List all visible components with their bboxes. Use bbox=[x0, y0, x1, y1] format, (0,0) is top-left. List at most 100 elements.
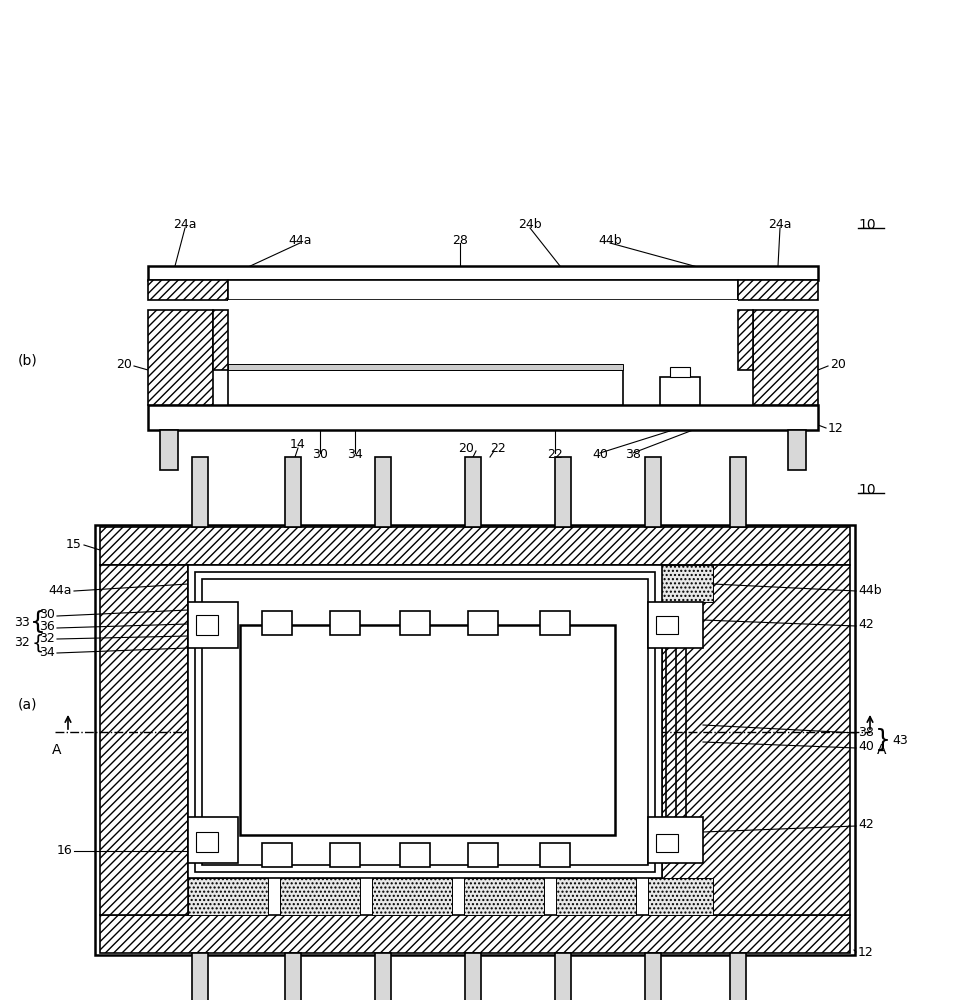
Text: 30: 30 bbox=[312, 448, 328, 462]
Bar bbox=[148, 266, 818, 280]
Bar bbox=[400, 611, 430, 635]
Bar bbox=[192, 457, 208, 527]
Bar bbox=[100, 915, 850, 953]
Bar bbox=[330, 843, 360, 867]
Bar bbox=[372, 565, 452, 602]
Bar bbox=[555, 953, 571, 1000]
Text: 30: 30 bbox=[39, 608, 55, 621]
Text: 40: 40 bbox=[858, 740, 874, 754]
Bar bbox=[556, 878, 636, 915]
Bar bbox=[648, 817, 703, 863]
Text: (b): (b) bbox=[18, 353, 38, 367]
Bar bbox=[648, 602, 703, 648]
Bar bbox=[660, 377, 700, 405]
Text: (a): (a) bbox=[18, 698, 37, 712]
Text: 32: 32 bbox=[15, 637, 30, 650]
Bar bbox=[148, 310, 213, 405]
Bar bbox=[285, 457, 301, 527]
Bar bbox=[656, 616, 678, 634]
Bar bbox=[738, 280, 818, 300]
Bar bbox=[100, 565, 188, 915]
Text: 22: 22 bbox=[490, 442, 506, 454]
Bar bbox=[738, 310, 753, 370]
Text: {: { bbox=[32, 634, 44, 652]
Text: }: } bbox=[875, 728, 891, 752]
Text: {: { bbox=[30, 610, 46, 634]
Text: 14: 14 bbox=[291, 438, 306, 452]
Bar bbox=[648, 878, 713, 915]
Bar bbox=[196, 832, 218, 852]
Text: 12: 12 bbox=[828, 422, 843, 434]
Bar bbox=[188, 602, 238, 648]
Bar bbox=[375, 457, 391, 527]
Bar bbox=[192, 953, 208, 1000]
Bar bbox=[645, 457, 661, 527]
Bar bbox=[788, 430, 806, 470]
Text: 38: 38 bbox=[625, 448, 641, 462]
Bar bbox=[196, 615, 218, 635]
Text: 34: 34 bbox=[347, 448, 363, 462]
Bar bbox=[540, 611, 570, 635]
Bar bbox=[645, 953, 661, 1000]
Bar bbox=[468, 843, 498, 867]
Bar bbox=[240, 625, 615, 835]
Text: 12: 12 bbox=[858, 946, 874, 958]
Bar bbox=[555, 457, 571, 527]
Bar bbox=[285, 953, 301, 1000]
Text: 15: 15 bbox=[66, 538, 82, 550]
Bar bbox=[188, 878, 268, 915]
Bar bbox=[95, 525, 855, 955]
Text: 32: 32 bbox=[39, 632, 55, 645]
Text: 44b: 44b bbox=[858, 584, 881, 596]
Text: 40: 40 bbox=[592, 448, 608, 462]
Bar bbox=[280, 565, 360, 602]
Text: 10: 10 bbox=[858, 218, 876, 232]
Text: 20: 20 bbox=[116, 359, 132, 371]
Bar bbox=[753, 310, 818, 405]
Text: 36: 36 bbox=[39, 620, 55, 634]
Bar bbox=[662, 565, 850, 915]
Bar bbox=[262, 843, 292, 867]
Bar bbox=[228, 364, 623, 370]
Bar bbox=[148, 405, 818, 430]
Bar bbox=[730, 953, 746, 1000]
Text: 24a: 24a bbox=[768, 219, 792, 232]
Bar bbox=[464, 565, 544, 602]
Bar bbox=[468, 611, 498, 635]
Text: 34: 34 bbox=[39, 646, 55, 658]
Bar bbox=[648, 565, 713, 602]
Text: 44b: 44b bbox=[599, 233, 622, 246]
Bar bbox=[228, 370, 623, 405]
Bar bbox=[730, 457, 746, 527]
Bar bbox=[670, 367, 690, 377]
Bar bbox=[195, 572, 655, 872]
Text: 20: 20 bbox=[830, 359, 846, 371]
Text: 16: 16 bbox=[57, 844, 72, 856]
Text: 24b: 24b bbox=[518, 219, 542, 232]
Bar bbox=[656, 834, 678, 852]
Text: 24a: 24a bbox=[174, 219, 197, 232]
Bar bbox=[202, 579, 648, 865]
Text: A: A bbox=[878, 743, 886, 757]
Bar bbox=[464, 878, 544, 915]
Text: 28: 28 bbox=[452, 233, 468, 246]
Text: 20: 20 bbox=[458, 442, 474, 454]
Text: 42: 42 bbox=[858, 618, 874, 632]
Bar bbox=[540, 843, 570, 867]
Bar bbox=[188, 565, 268, 602]
Bar bbox=[188, 817, 238, 863]
Bar bbox=[228, 280, 738, 300]
Text: 44a: 44a bbox=[49, 584, 72, 596]
Bar bbox=[556, 565, 636, 602]
Bar bbox=[148, 280, 228, 300]
Bar bbox=[465, 953, 481, 1000]
Bar bbox=[400, 843, 430, 867]
Text: 22: 22 bbox=[547, 448, 563, 462]
Bar bbox=[160, 430, 178, 470]
Bar bbox=[372, 878, 452, 915]
Text: 38: 38 bbox=[858, 726, 874, 738]
Bar bbox=[465, 457, 481, 527]
Bar bbox=[100, 527, 850, 565]
Text: 43: 43 bbox=[892, 734, 908, 746]
Bar bbox=[262, 611, 292, 635]
